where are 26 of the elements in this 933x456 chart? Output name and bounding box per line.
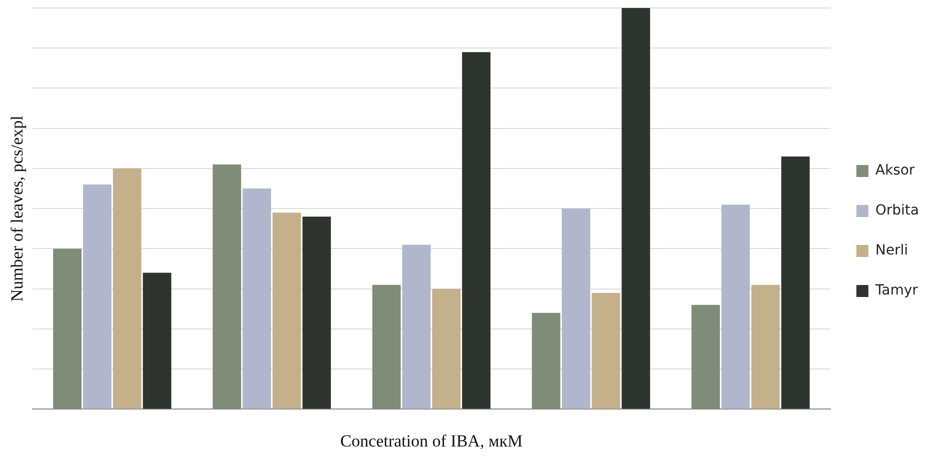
bar [372,284,401,409]
bar [402,244,431,409]
legend-label: Nerli [875,242,908,259]
bar [751,284,780,409]
bar [562,208,590,409]
bar [142,272,172,409]
bar [622,8,650,409]
legend-label: Aksor [875,162,915,179]
bar [432,288,461,409]
legend-label: Orbita [875,202,920,219]
legend-label: Tamyr [874,282,918,299]
bar [212,164,242,409]
bar [53,248,82,409]
bar [272,212,301,409]
x-axis-title: Concetration of IBA, мкМ [340,431,523,450]
bar [532,312,560,409]
bar [302,216,331,409]
bar [781,156,810,409]
bar [462,52,490,409]
bar [592,292,620,409]
bar [242,188,272,409]
bar [721,204,750,409]
bar [83,184,112,409]
bar [112,168,142,409]
bar [691,304,720,409]
y-axis-title: Number of leaves, pcs/expl [8,115,27,302]
